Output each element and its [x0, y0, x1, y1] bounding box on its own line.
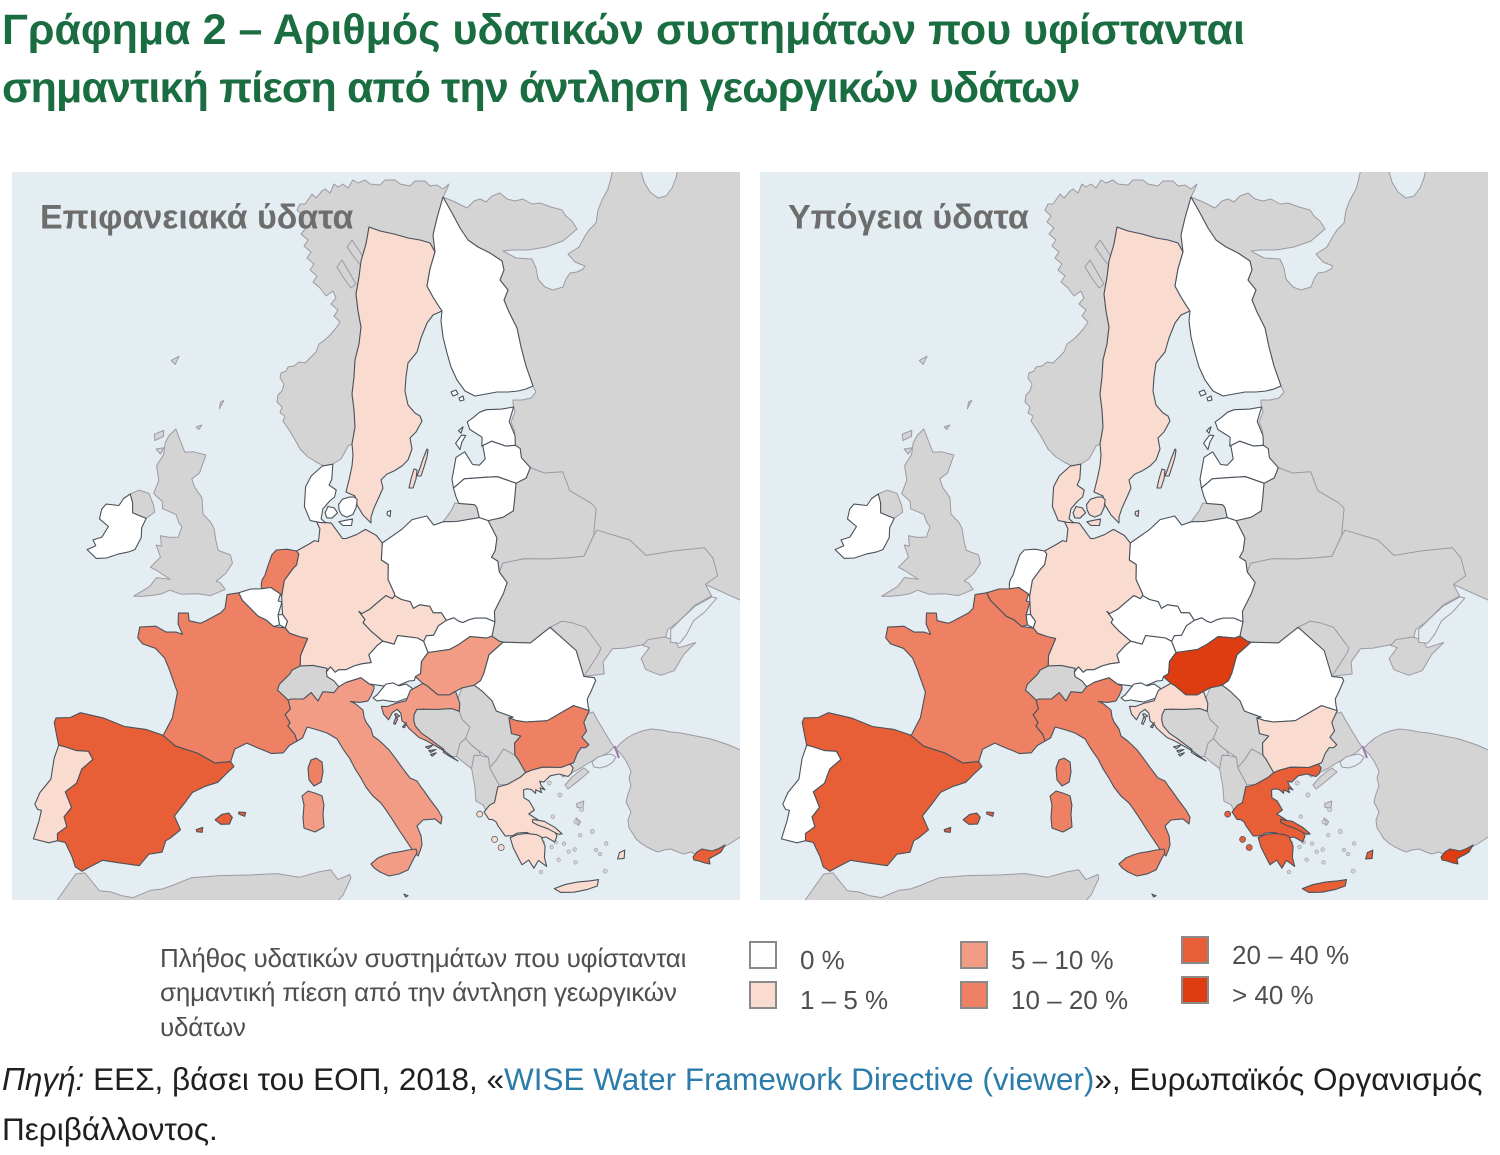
svg-text:Επιφανειακά ύδατα: Επιφανειακά ύδατα [40, 199, 353, 237]
svg-text:Υπόγεια ύδατα: Υπόγεια ύδατα [788, 199, 1029, 237]
